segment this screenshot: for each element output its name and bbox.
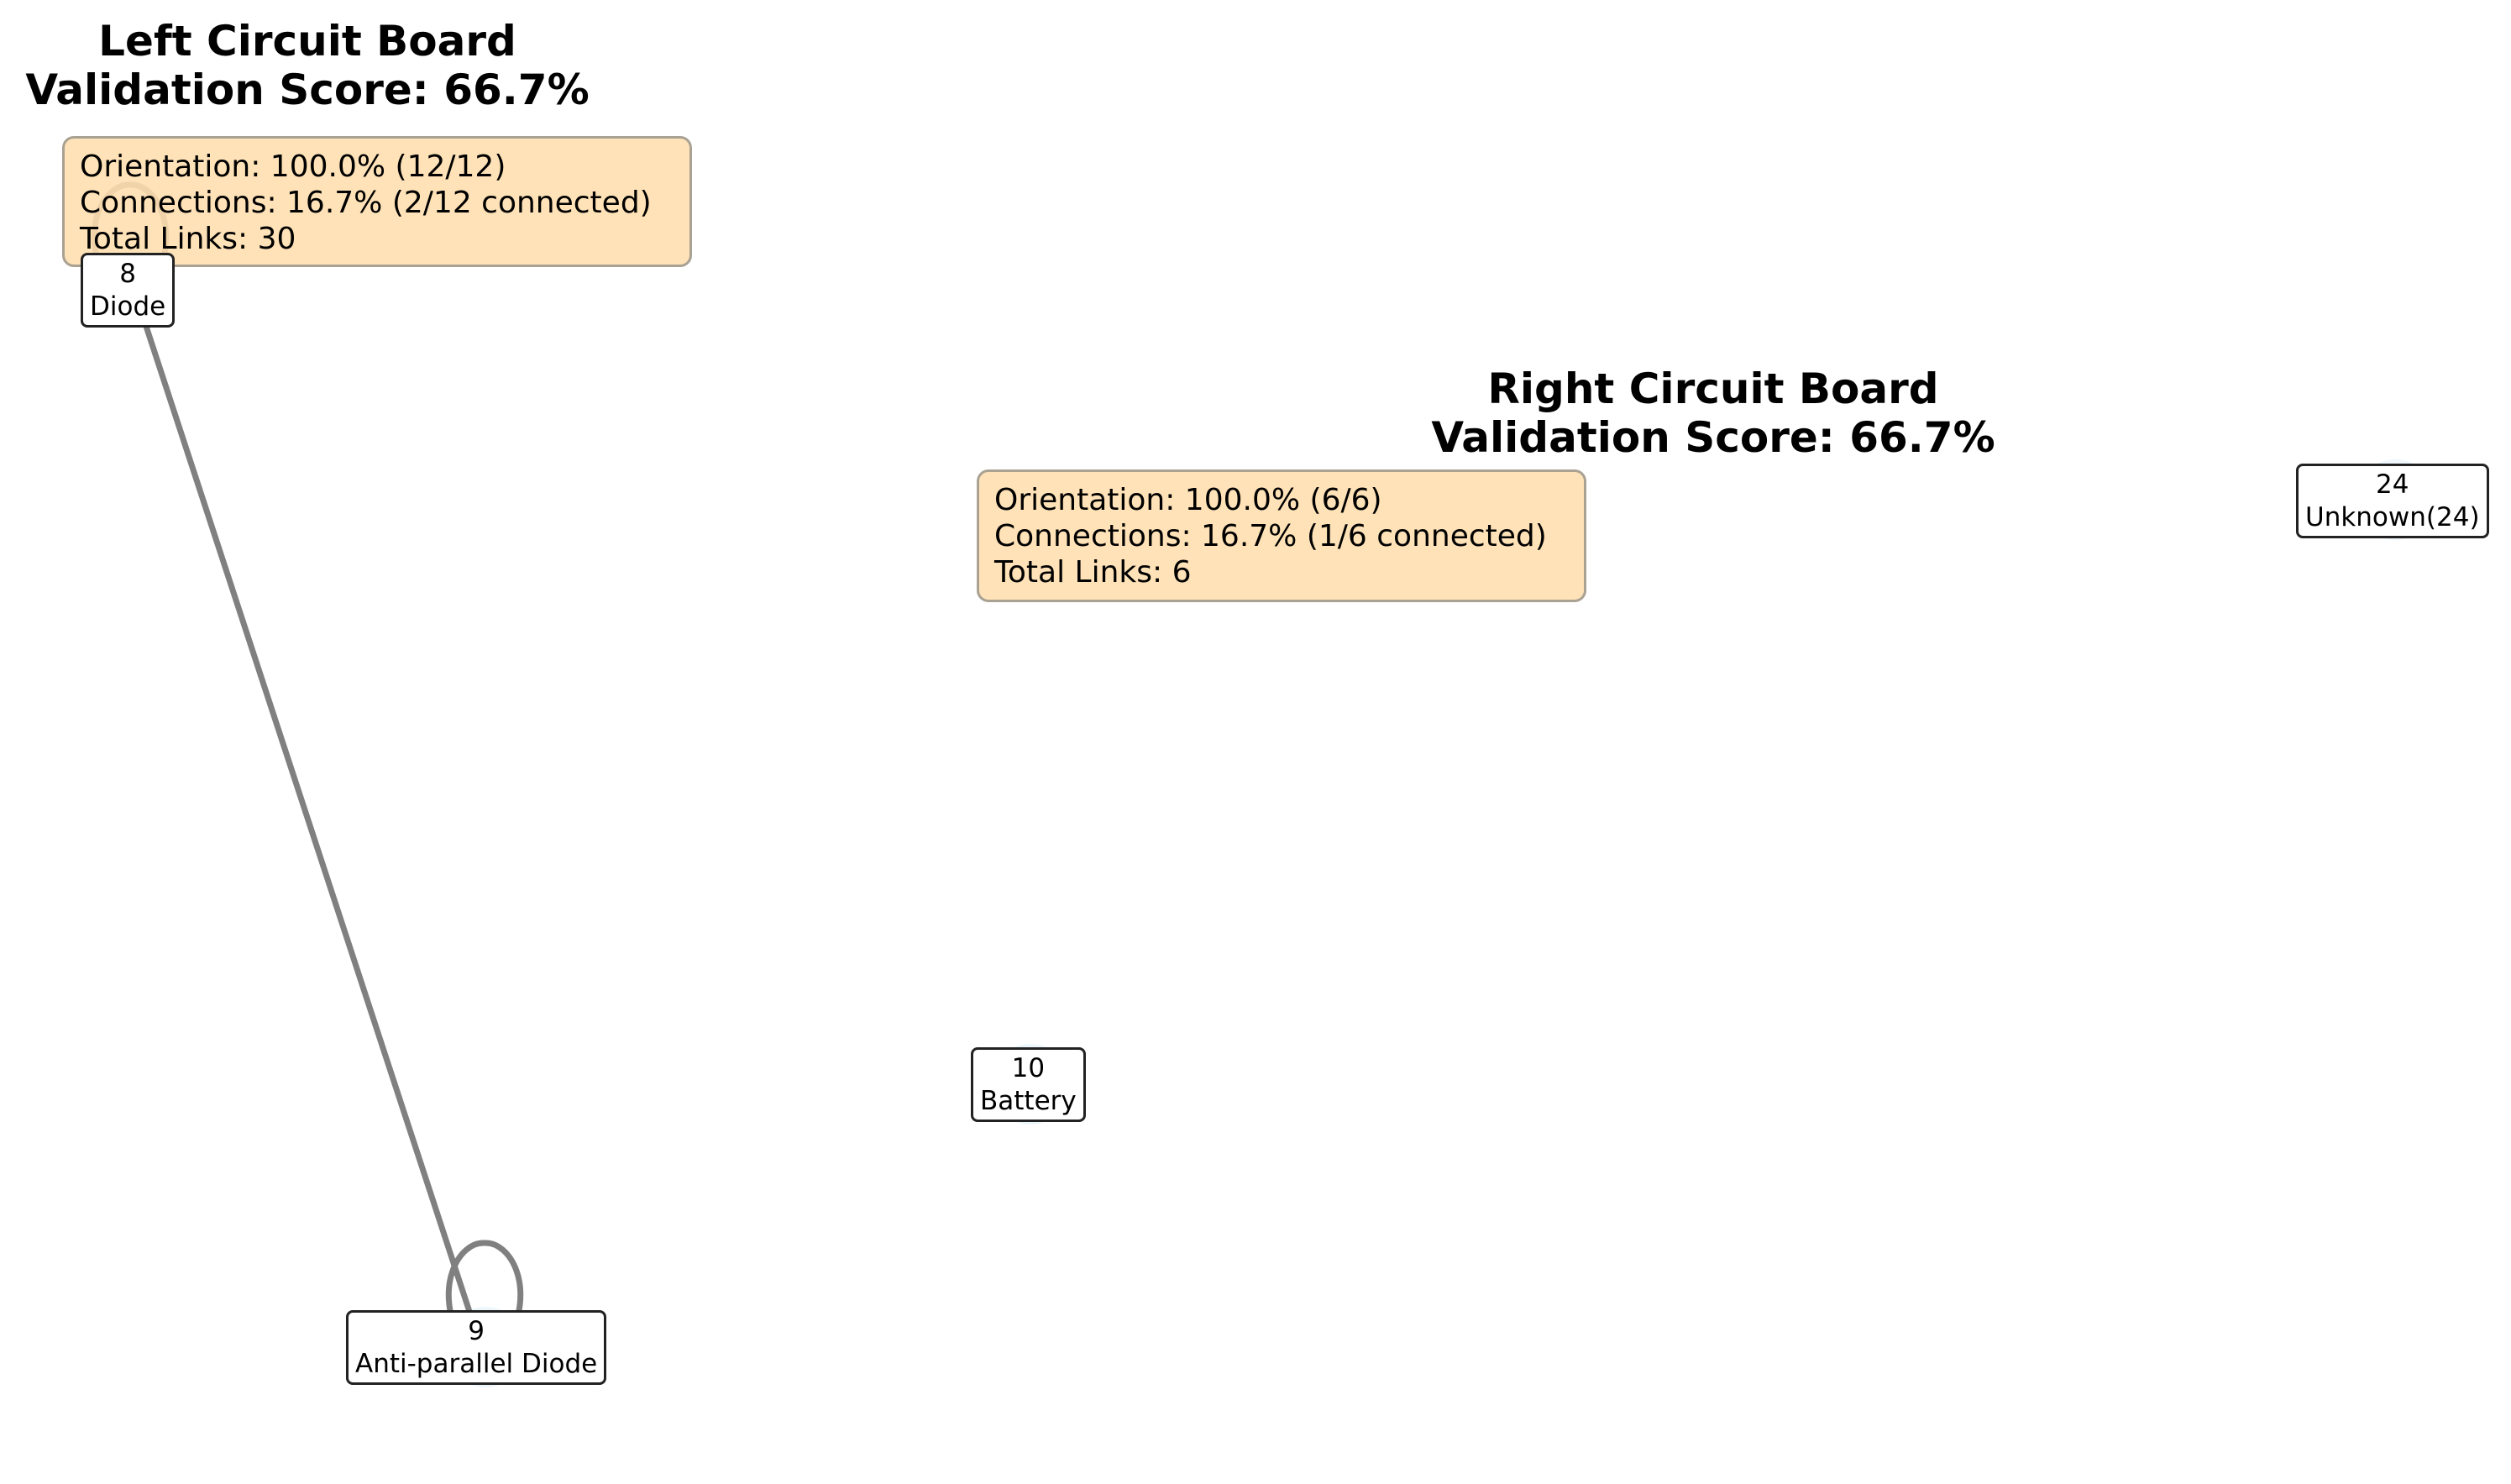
node-24-label[interactable]: 24 Unknown(24) bbox=[2296, 464, 2489, 538]
left-connections-stat: Connections: 16.7% (2/12 connected) bbox=[80, 186, 652, 220]
right-board-info-box: Orientation: 100.0% (6/6) Connections: 1… bbox=[977, 469, 1586, 602]
self-loop-node-9 bbox=[445, 1240, 524, 1347]
right-board-validation-score: Validation Score: 66.7% bbox=[1431, 413, 1995, 462]
left-board-info-box: Orientation: 100.0% (12/12) Connections:… bbox=[62, 136, 692, 267]
right-orientation-stat: Orientation: 100.0% (6/6) bbox=[994, 483, 1382, 517]
left-board-title-name: Left Circuit Board bbox=[98, 17, 516, 66]
left-board-validation-score: Validation Score: 66.7% bbox=[25, 66, 590, 114]
node-24-type: Unknown(24) bbox=[2305, 502, 2480, 532]
node-10-label[interactable]: 10 Battery bbox=[971, 1047, 1086, 1122]
node-8-type: Diode bbox=[90, 291, 166, 322]
node-9-label[interactable]: 9 Anti-parallel Diode bbox=[346, 1310, 607, 1385]
node-9-id: 9 bbox=[468, 1316, 485, 1346]
node-10-type: Battery bbox=[980, 1086, 1077, 1116]
left-orientation-stat: Orientation: 100.0% (12/12) bbox=[80, 149, 506, 184]
node-10-id: 10 bbox=[1011, 1053, 1046, 1083]
node-8-id: 8 bbox=[119, 259, 136, 289]
right-total-links-stat: Total Links: 6 bbox=[994, 555, 1192, 590]
right-board-title-name: Right Circuit Board bbox=[1487, 364, 1939, 413]
left-board-title: Left Circuit Board Validation Score: 66.… bbox=[12, 17, 603, 114]
left-total-links-stat: Total Links: 30 bbox=[80, 222, 296, 256]
right-board-title: Right Circuit Board Validation Score: 66… bbox=[1394, 364, 2032, 462]
node-24-id: 24 bbox=[2376, 469, 2409, 500]
node-9-type: Anti-parallel Diode bbox=[355, 1349, 598, 1379]
edge-8-to-9 bbox=[134, 295, 478, 1330]
right-connections-stat: Connections: 16.7% (1/6 connected) bbox=[994, 519, 1547, 553]
node-8-label[interactable]: 8 Diode bbox=[81, 253, 176, 328]
